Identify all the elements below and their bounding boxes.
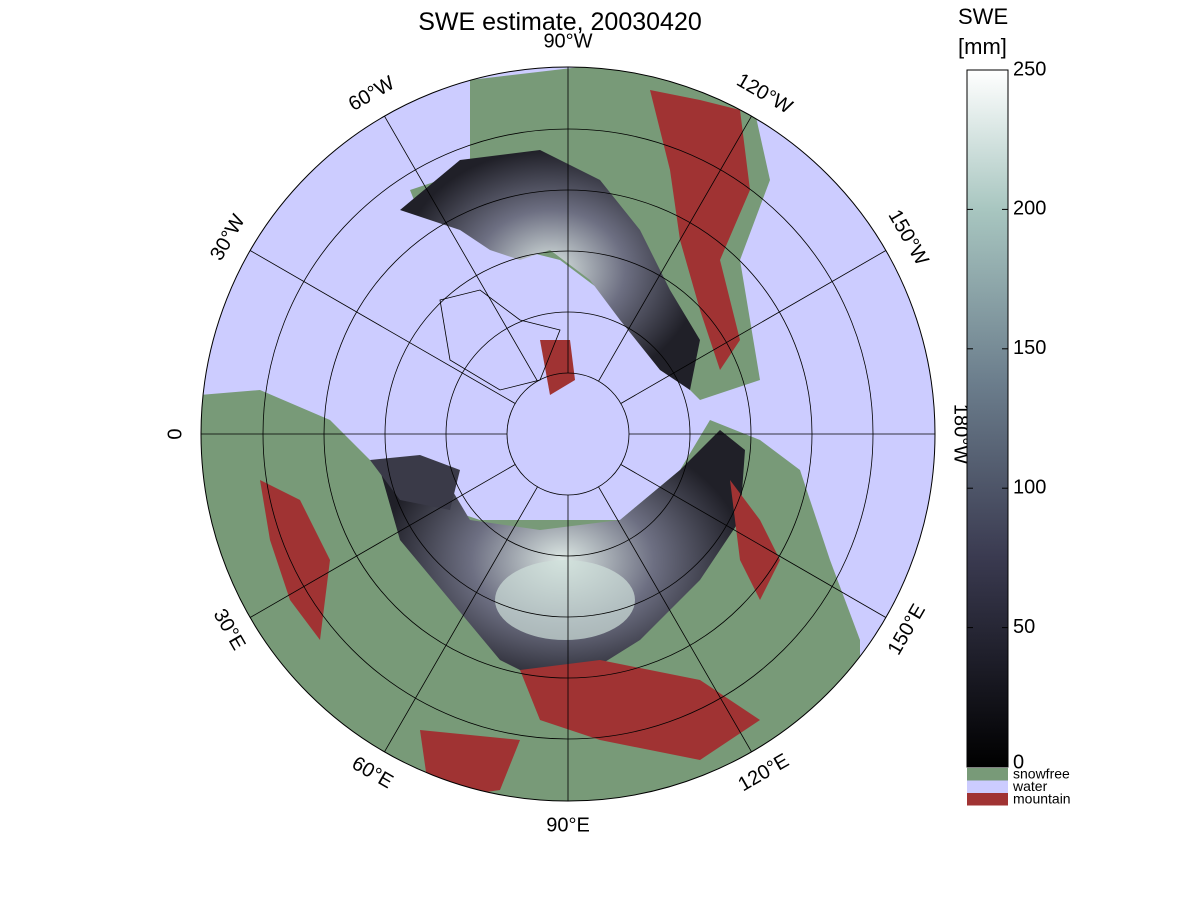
graticule <box>201 67 935 801</box>
land-snow <box>380 430 745 690</box>
land-snow <box>370 455 460 510</box>
greenland-outline <box>439 289 561 391</box>
snow-core <box>495 560 635 640</box>
legend-swatch <box>967 780 1008 793</box>
colorbar-tick-label: 50 <box>1013 616 1035 638</box>
colorbar-label: SWE <box>958 4 1008 29</box>
legend-label: snowfree <box>1013 766 1070 782</box>
meridian-label: 180°W <box>950 404 972 464</box>
legend-swatch <box>967 793 1008 806</box>
meridian <box>620 250 887 404</box>
meridian <box>384 486 538 753</box>
legend-swatch <box>967 768 1008 781</box>
colorbar-tick-label: 200 <box>1013 198 1046 220</box>
land-mountain <box>520 660 760 760</box>
land-mountain <box>540 340 575 395</box>
meridian <box>598 115 752 382</box>
meridian-label: 60°W <box>345 72 399 116</box>
legend-label: mountain <box>1013 791 1071 807</box>
colorbar-tick-label: 0 <box>1013 751 1024 773</box>
meridian <box>620 464 887 618</box>
colorbar-tick-label: 150 <box>1013 337 1046 359</box>
colorbar-scale <box>966 69 1009 768</box>
land-mountain <box>650 90 750 370</box>
colorbar: SWE [mm] 0 50 100 150 200 250 snowfreewatermou… <box>958 4 1071 807</box>
colorbar-tick-label: 250 <box>1013 58 1046 80</box>
land-mountain <box>730 480 780 600</box>
meridian-label: 90°W <box>543 30 592 52</box>
meridian <box>598 486 752 753</box>
meridian-label: 90°E <box>546 814 590 836</box>
meridian-label: 30°E <box>209 605 250 654</box>
meridian-label: 30°W <box>206 211 250 265</box>
meridian-label: 0 <box>164 428 186 439</box>
meridian <box>384 115 538 382</box>
land-snow <box>400 150 700 390</box>
meridian <box>249 250 516 404</box>
meridian-label: 60°E <box>348 752 397 793</box>
colorbar-tick-label: 100 <box>1013 476 1046 498</box>
map-frame <box>200 66 936 802</box>
map <box>201 67 935 801</box>
legend-label: water <box>1012 778 1048 794</box>
colorbar-label: [mm] <box>958 34 1007 59</box>
title: SWE estimate, 20030420 <box>418 8 702 36</box>
meridian <box>249 464 516 618</box>
